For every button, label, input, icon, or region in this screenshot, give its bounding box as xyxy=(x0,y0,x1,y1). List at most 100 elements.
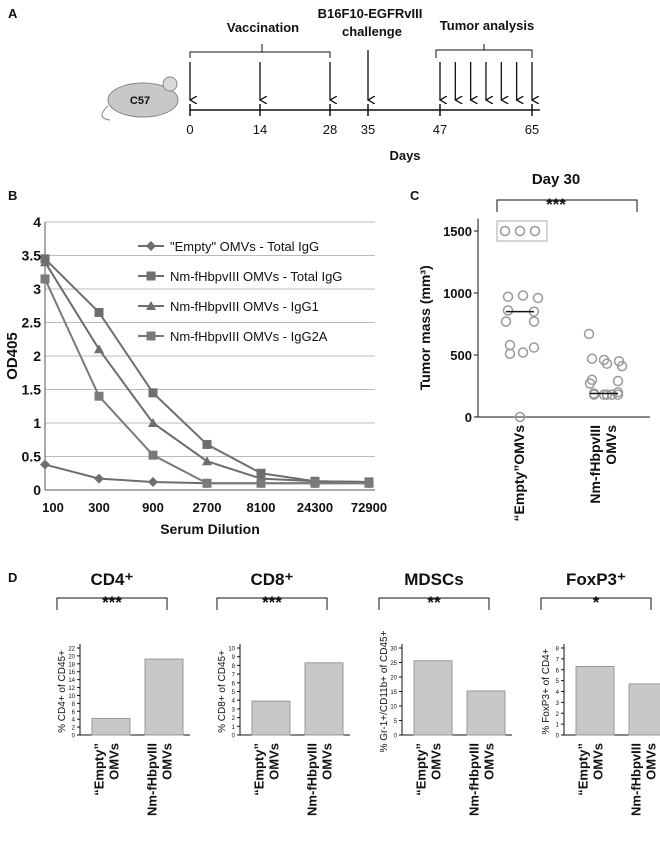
bracket xyxy=(216,597,328,610)
marker xyxy=(146,271,156,281)
marker xyxy=(146,331,156,341)
legend-label: Nm-fHbpvIII OMVs - IgG1 xyxy=(170,299,319,314)
y-tick-label: 2 xyxy=(33,348,41,364)
data-point xyxy=(616,360,628,372)
phase-label: challenge xyxy=(342,24,402,39)
y-tick-label: 0.5 xyxy=(22,449,42,465)
y-tick-label: 9 xyxy=(232,655,236,661)
y-tick-label: 1500 xyxy=(443,224,472,239)
data-point xyxy=(502,291,514,302)
marker xyxy=(146,241,156,251)
data-point xyxy=(588,389,600,400)
x-tick-label: Nm-fHbpvIII OMVs xyxy=(587,425,619,504)
bar xyxy=(575,665,615,736)
marker xyxy=(148,388,158,398)
mouse-label: C57 xyxy=(130,95,150,107)
phase-label: B16F10-EGFRvIII xyxy=(318,6,423,21)
bar xyxy=(91,717,131,736)
y-tick-label: 18 xyxy=(68,662,75,668)
y-tick-label: 3 xyxy=(232,707,236,713)
bracket xyxy=(56,597,168,610)
y-axis-label: % FoxP3+ of CD4+ xyxy=(541,648,552,734)
x-tick-label: 300 xyxy=(88,500,110,515)
y-tick-label: 0 xyxy=(232,734,236,740)
x-tick-label: “Empty”OMVs xyxy=(511,425,527,522)
y-tick-label: 12 xyxy=(68,686,75,692)
y-tick-label: 30 xyxy=(390,647,397,653)
chart-title: MDSCs xyxy=(404,570,464,589)
y-axis-label: OD405 xyxy=(4,332,21,380)
timeline-tick-label: 47 xyxy=(433,122,447,137)
data-point xyxy=(517,347,529,358)
chart-title: FoxP3⁺ xyxy=(566,570,626,589)
y-tick-label: 20 xyxy=(390,676,397,682)
y-tick-label: 4 xyxy=(33,214,41,230)
data-point xyxy=(528,342,540,353)
data-point xyxy=(528,316,540,327)
x-tick-label: “Empty” OMVs xyxy=(414,743,444,796)
x-tick-label: 900 xyxy=(142,500,164,515)
y-axis-label: % CD4+ of CD45+ xyxy=(57,650,68,733)
data-point xyxy=(514,225,526,237)
marker xyxy=(94,307,104,317)
y-tick-label: 2 xyxy=(72,726,76,732)
bracket xyxy=(378,597,490,610)
marker xyxy=(94,391,104,401)
legend-label: Nm-fHbpvIII OMVs - Total IgG xyxy=(170,269,342,284)
data-point xyxy=(499,225,511,237)
y-tick-label: 4 xyxy=(232,699,236,705)
y-tick-label: 0 xyxy=(465,410,472,425)
data-point xyxy=(532,292,544,304)
marker xyxy=(202,456,212,466)
y-tick-label: 8 xyxy=(232,664,236,670)
x-tick-label: Nm-fHbpvIII OMVs xyxy=(145,743,175,816)
y-tick-label: 5 xyxy=(394,719,398,725)
y-tick-label: 4 xyxy=(556,690,560,696)
y-tick-label: 1000 xyxy=(443,286,472,301)
y-tick-label: 8 xyxy=(72,702,76,708)
marker xyxy=(146,301,156,310)
panel-label: C xyxy=(410,188,420,203)
significance: ** xyxy=(427,593,441,612)
data-point xyxy=(601,358,613,369)
x-tick-label: Nm-fHbpvIII OMVs xyxy=(629,743,659,816)
marker xyxy=(310,478,320,488)
marker xyxy=(40,257,50,267)
bracket xyxy=(189,44,331,58)
y-tick-label: 10 xyxy=(390,705,397,711)
timeline-tick-label: 35 xyxy=(361,122,375,137)
data-point xyxy=(612,389,624,400)
x-tick-label: 2700 xyxy=(193,500,222,515)
y-tick-label: 4 xyxy=(72,718,76,724)
marker xyxy=(40,274,50,284)
marker xyxy=(148,476,158,487)
y-axis-label: % Gr-1+/CD11b+ of CD45+ xyxy=(379,630,390,752)
x-tick-label: 24300 xyxy=(297,500,333,515)
y-tick-label: 3.5 xyxy=(22,248,42,264)
y-tick-label: 14 xyxy=(68,678,75,684)
y-tick-label: 3 xyxy=(33,281,41,297)
timeline-tick-label: 14 xyxy=(253,122,267,137)
panel-label: B xyxy=(8,188,17,203)
data-point xyxy=(529,225,541,237)
legend-label: "Empty" OMVs - Total IgG xyxy=(170,239,319,254)
x-tick-label: “Empty” OMVs xyxy=(92,743,122,796)
y-tick-label: 6 xyxy=(72,710,76,716)
y-tick-label: 22 xyxy=(68,647,75,653)
marker xyxy=(256,478,266,488)
panel-label: A xyxy=(8,6,18,21)
marker xyxy=(256,468,266,478)
y-tick-label: 6 xyxy=(556,668,560,674)
marker xyxy=(364,478,374,488)
bracket xyxy=(540,597,652,610)
significance: *** xyxy=(262,593,282,612)
data-point xyxy=(504,339,516,351)
data-point xyxy=(517,290,529,301)
timeline-tick-label: 65 xyxy=(525,122,539,137)
x-tick-label: “Empty” OMVs xyxy=(576,743,606,796)
x-axis-label: Serum Dilution xyxy=(160,521,260,537)
axis-label: Days xyxy=(389,148,420,163)
y-tick-label: 1 xyxy=(556,723,560,729)
chart-title: CD8⁺ xyxy=(251,570,294,589)
